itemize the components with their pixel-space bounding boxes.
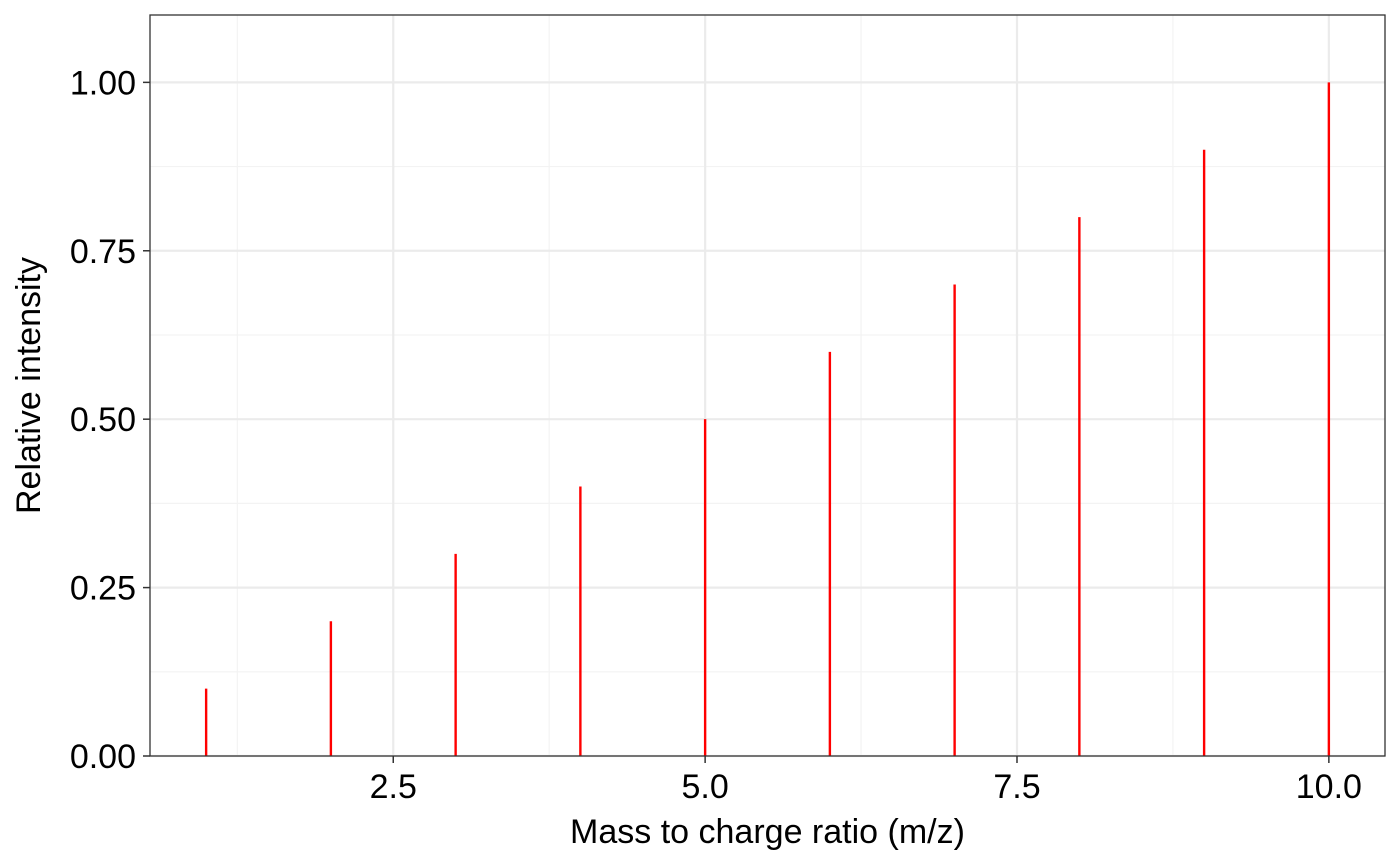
y-axis-title: Relative intensity <box>10 257 48 514</box>
y-tick-labels: 0.00 0.25 0.50 0.75 1.00 <box>70 64 136 776</box>
x-tick-label: 5.0 <box>681 768 728 806</box>
x-tick-label: 2.5 <box>370 768 417 806</box>
y-tick-label: 0.25 <box>70 570 136 608</box>
y-tick-label: 0.50 <box>70 401 136 439</box>
x-tick-labels: 2.5 5.0 7.5 10.0 <box>370 768 1362 806</box>
axis-ticks <box>143 81 1330 763</box>
panel-border <box>149 14 1386 757</box>
y-tick-label: 0.75 <box>70 233 136 271</box>
spectrum-sticks <box>204 82 1331 756</box>
minor-gridlines <box>150 15 1385 756</box>
y-tick-label: 1.00 <box>70 64 136 102</box>
x-tick-label: 10.0 <box>1296 768 1362 806</box>
x-axis-title: Mass to charge ratio (m/z) <box>570 813 965 851</box>
x-tick-label: 7.5 <box>993 768 1040 806</box>
y-tick-label: 0.00 <box>70 738 136 776</box>
